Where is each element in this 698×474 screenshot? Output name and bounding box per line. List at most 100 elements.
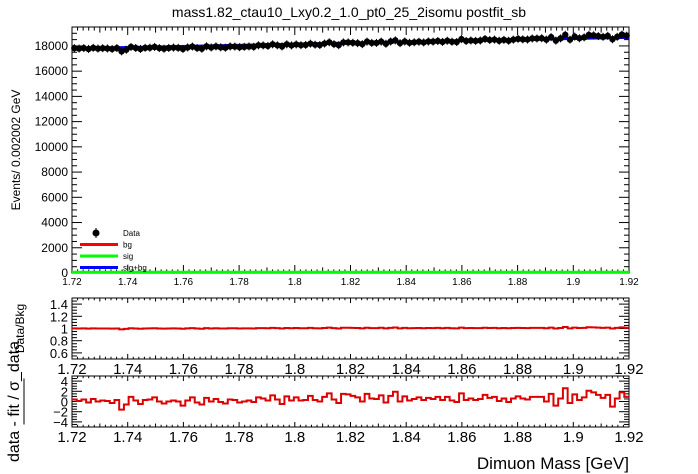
x-tick-label: 1.72 xyxy=(57,361,86,378)
data-point xyxy=(141,44,149,52)
x-tick-label: 1.88 xyxy=(503,429,532,446)
data-point xyxy=(448,38,456,45)
y-tick-label: 6000 xyxy=(41,190,68,204)
legend-label: Data xyxy=(123,229,140,238)
y-tick-label: −2 xyxy=(53,405,68,420)
data-point xyxy=(75,45,83,52)
x-tick-label: 1.9 xyxy=(566,277,580,288)
panel-3: 1.72 1.74 1.76 1.78 1.8 1.82 1.84 1.86 1.88 1.9 1.… xyxy=(6,341,644,462)
x-tick-label: 1.86 xyxy=(447,429,476,446)
x-tick-label: 1.86 xyxy=(447,361,476,378)
y-tick-label: 0 xyxy=(61,395,68,410)
x-tick-label: 1.74 xyxy=(113,361,142,378)
panel-1: 1.72 1.74 1.76 1.78 1.8 1.82 1.84 1.86 1.88 1.9 1.… xyxy=(9,26,639,288)
data-point xyxy=(623,32,630,39)
data-point xyxy=(104,45,111,52)
data-point xyxy=(165,44,172,52)
x-tick-label: 1.9 xyxy=(563,429,584,446)
data-point xyxy=(108,45,116,53)
data-point xyxy=(297,41,305,49)
y-tick-label: 1 xyxy=(61,322,68,337)
data-point xyxy=(293,41,300,48)
data-point xyxy=(576,35,583,42)
data-point xyxy=(420,39,427,46)
y-tick-label: 10000 xyxy=(35,140,69,154)
legend-label: sig xyxy=(123,252,133,261)
data-point xyxy=(255,42,262,49)
data-point xyxy=(500,36,508,44)
data-point xyxy=(547,33,555,41)
y-tick-label: 1.4 xyxy=(50,297,68,312)
x-tick-label: 1.82 xyxy=(336,361,365,378)
chart-title: mass1.82_ctau10_Lxy0.2_1.0_pt0_25_2isomu… xyxy=(172,4,526,20)
y-tick-label: 4000 xyxy=(41,216,68,230)
legend-label: bg xyxy=(123,241,132,250)
data-point xyxy=(160,45,168,52)
data-point xyxy=(344,39,352,46)
data-point xyxy=(156,44,163,52)
y-axis-title-text: data - fit / σ_data xyxy=(6,341,23,462)
x-tick-label: 1.74 xyxy=(113,429,142,446)
data-point xyxy=(231,43,239,50)
data-point xyxy=(580,34,588,41)
data-point xyxy=(533,35,541,42)
data-point xyxy=(514,35,522,43)
data-point xyxy=(604,32,611,40)
data-point xyxy=(193,44,201,52)
data-point xyxy=(335,41,342,49)
x-tick-label: 1.84 xyxy=(396,277,416,288)
data-point xyxy=(467,37,475,44)
x-tick-label: 1.74 xyxy=(118,277,138,288)
data-point xyxy=(359,40,366,48)
x-tick-label: 1.82 xyxy=(336,429,365,446)
data-point xyxy=(146,44,154,51)
data-point xyxy=(543,36,550,43)
data-point xyxy=(557,35,564,42)
data-point xyxy=(99,44,106,52)
x-tick-label: 1.84 xyxy=(392,361,421,378)
x-tick-label: 1.92 xyxy=(614,429,643,446)
data-point xyxy=(434,37,442,45)
data-point xyxy=(411,39,418,46)
data-point xyxy=(245,43,253,50)
x-tick-label: 1.8 xyxy=(284,361,305,378)
data-point xyxy=(453,38,460,46)
data-point xyxy=(562,31,569,39)
y-tick-label: 0 xyxy=(61,266,68,280)
x-tick-label: 1.76 xyxy=(169,361,198,378)
y-tick-label: 16000 xyxy=(35,64,69,78)
x-tick-label: 1.78 xyxy=(224,361,253,378)
x-tick-label: 1.92 xyxy=(614,361,643,378)
data-point xyxy=(113,44,121,52)
y-tick-label: 0.8 xyxy=(50,334,68,349)
y-tick-label: 0.6 xyxy=(50,346,68,361)
x-tick-label: 1.82 xyxy=(341,277,361,288)
data-point xyxy=(241,43,248,51)
data-point xyxy=(217,44,224,51)
data-point xyxy=(71,44,78,52)
data-point xyxy=(429,38,437,45)
panel-2: 1.72 1.74 1.76 1.78 1.8 1.82 1.84 1.86 1.88 1.9 1.… xyxy=(13,297,644,378)
x-tick-label: 1.78 xyxy=(229,277,249,288)
x-tick-label: 1.8 xyxy=(284,429,305,446)
data-point xyxy=(259,42,267,49)
x-axis-title: Dimuon Mass [GeV] xyxy=(477,454,629,473)
data-point xyxy=(495,37,503,44)
data-point xyxy=(226,43,234,50)
data-point xyxy=(368,39,375,47)
data-point xyxy=(94,45,102,52)
data-point xyxy=(585,31,593,39)
data-point xyxy=(170,44,177,51)
x-tick-label: 1.78 xyxy=(224,429,253,446)
pull-histogram xyxy=(72,387,629,411)
x-tick-label: 1.76 xyxy=(174,277,194,288)
data-point xyxy=(566,36,574,43)
y-tick-label: 8000 xyxy=(41,165,68,179)
plot-frame xyxy=(71,26,630,274)
y-axis-title: data - fit / σ_data xyxy=(6,341,25,462)
data-point xyxy=(609,36,616,43)
x-tick-label: 1.9 xyxy=(563,361,584,378)
data-point xyxy=(510,36,517,43)
data-point xyxy=(595,32,602,40)
